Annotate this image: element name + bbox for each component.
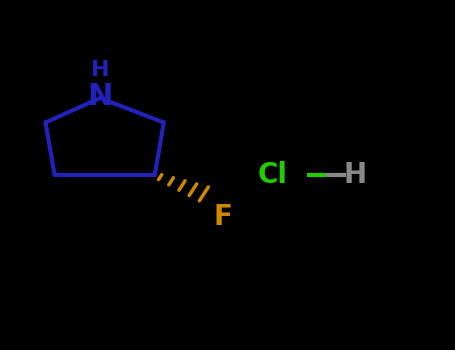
Text: F: F [213,203,233,231]
Text: H: H [344,161,366,189]
Text: Cl: Cl [258,161,288,189]
Text: N: N [87,82,113,111]
Text: H: H [91,60,109,80]
